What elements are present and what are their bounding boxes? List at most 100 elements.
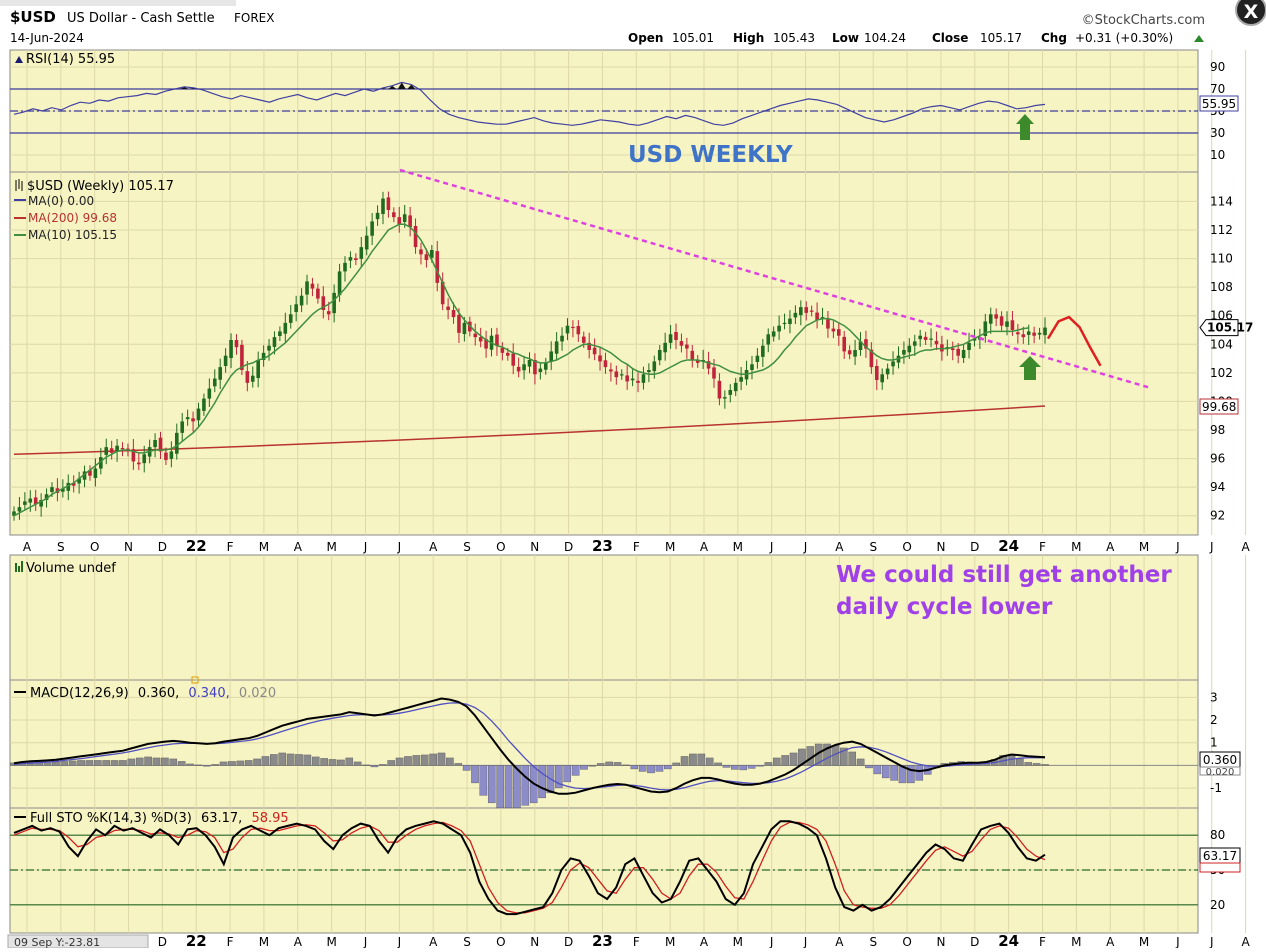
- rsi-up-arrow-icon: [1016, 114, 1034, 140]
- candle-body: [278, 331, 282, 336]
- candle-body: [755, 355, 760, 362]
- macd-hist-bar: [328, 759, 337, 766]
- sto-legend-d: 58.95: [251, 811, 288, 826]
- candle-body: [77, 478, 81, 484]
- macd-hist-bar: [630, 765, 639, 770]
- macd-signal-line: [13, 702, 1045, 791]
- candle-body: [565, 325, 570, 334]
- macd-hist-bar: [689, 753, 697, 766]
- candle-body: [641, 374, 646, 383]
- candle-body: [392, 212, 396, 218]
- candle-body: [88, 470, 92, 476]
- macd-hist-bar: [739, 765, 748, 771]
- candle-body: [771, 331, 776, 337]
- candle-body: [511, 353, 516, 366]
- candle-body: [359, 247, 364, 259]
- candle-body: [1037, 332, 1042, 335]
- macd-hist-bar: [680, 756, 689, 766]
- candle-body: [826, 319, 830, 329]
- candle-body: [39, 500, 43, 507]
- close-window-button[interactable]: X: [1235, 0, 1266, 26]
- month-label: M: [665, 540, 675, 554]
- macd-hist-bar: [110, 760, 119, 766]
- macd-hist-bar: [479, 765, 488, 796]
- axis-tick-label: 96: [1210, 452, 1225, 466]
- macd-hist-bar: [496, 765, 504, 809]
- bottom-month-label: A: [1241, 935, 1250, 948]
- up-triangle-icon: [1194, 35, 1204, 42]
- month-label: F: [633, 540, 640, 554]
- macd-last-value: 0.360: [1203, 753, 1237, 767]
- bottom-month-label: D: [158, 935, 167, 948]
- price-legend: $USD (Weekly) 105.17 MA(0) 0.00 MA(200) …: [14, 179, 174, 242]
- macd-hist-bar: [52, 761, 60, 766]
- candle-body: [343, 262, 347, 272]
- candle-body: [663, 342, 667, 353]
- candle-body: [733, 382, 738, 392]
- candle-body: [440, 281, 445, 305]
- macd-hist-bar: [228, 761, 236, 766]
- candle-body: [950, 348, 955, 350]
- month-label: N: [124, 540, 133, 554]
- macd-hist-bar: [345, 757, 354, 766]
- candle-body: [321, 296, 326, 310]
- svg-text:MACD(12,26,9) 0.360,: MACD(12,26,9) 0.360, 0.340, 0.020: [30, 686, 276, 701]
- ma200-value: 99.68: [1202, 400, 1236, 414]
- candle-body: [885, 368, 890, 375]
- macd-legend-signal: 0.340,: [188, 686, 229, 701]
- macd-hist-bar: [161, 757, 169, 766]
- month-label: J: [397, 540, 402, 554]
- month-label: J: [769, 540, 774, 554]
- candle-body: [799, 307, 803, 316]
- macd-hist-bar: [731, 765, 739, 770]
- macd-hist-bar: [135, 757, 144, 766]
- macd-hist-bar: [747, 765, 756, 769]
- macd-hist-bar: [169, 758, 178, 766]
- month-label: 23: [592, 537, 613, 555]
- bottom-month-label: A: [294, 935, 303, 948]
- candle-body: [153, 440, 157, 448]
- macd-hist-bar: [664, 765, 672, 770]
- candle-body: [777, 325, 781, 332]
- candle-body: [207, 388, 212, 399]
- candle-body: [250, 375, 255, 382]
- candle-body: [505, 352, 510, 356]
- candle-body: [929, 338, 933, 340]
- chg-value: +0.31 (+0.30%): [1075, 31, 1173, 45]
- macd-line: [13, 697, 1046, 795]
- month-label: N: [530, 540, 539, 554]
- candle-body: [500, 348, 505, 353]
- sto-legend-prefix: Full STO %K(14,3) %D(3): [30, 811, 192, 826]
- candle-body: [1032, 332, 1036, 336]
- candle-body: [272, 337, 277, 347]
- panel-frames: [9, 49, 1199, 934]
- macd-hist-bar: [177, 761, 186, 766]
- macd-legend: MACD(12,26,9) 0.360, 0.340, 0.020: [14, 686, 276, 701]
- candle-body: [82, 471, 87, 480]
- macd-hist-bar: [395, 757, 404, 766]
- candle-body: [294, 304, 298, 312]
- usd-weekly-label: USD WEEKLY: [628, 142, 793, 168]
- candle-body: [137, 462, 141, 465]
- candle-body: [413, 226, 418, 248]
- sto-legend: Full STO %K(14,3) %D(3) 63.17, 58.95: [14, 811, 289, 826]
- macd-hist-bar: [68, 760, 77, 766]
- month-label: A: [1106, 540, 1115, 554]
- macd-hist-bar: [722, 765, 731, 768]
- svg-text:Full STO %K(14,3) %D(3): Full STO %K(14,3) %D(3) 63.17, 58.95: [30, 811, 289, 826]
- candle-body: [348, 257, 353, 261]
- month-label: S: [463, 540, 471, 554]
- cursor-readout: 09 Sep Y:-23.81: [7, 934, 149, 949]
- volume-panel: [9, 554, 1199, 681]
- bottom-month-label: N: [530, 935, 539, 948]
- month-label: O: [902, 540, 911, 554]
- macd-hist-bar: [437, 752, 446, 766]
- macd-hist-bar: [873, 765, 882, 775]
- candle-body: [305, 281, 309, 295]
- month-label: J: [363, 540, 368, 554]
- candle-body: [240, 344, 244, 370]
- sto-value-tag: 63.17: [1199, 847, 1241, 873]
- candle-body: [1026, 331, 1031, 335]
- candle-body: [451, 310, 456, 318]
- candle-body: [310, 283, 315, 289]
